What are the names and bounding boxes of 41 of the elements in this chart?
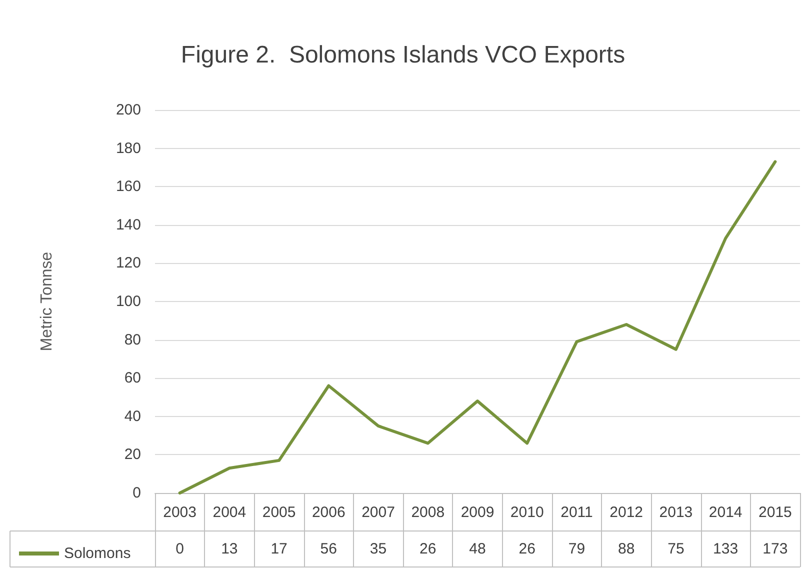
data-label: 35 [370,540,387,558]
x-tick-label: 2015 [758,504,792,521]
y-tick-label: 120 [116,254,141,272]
chart-title: Figure 2. Solomons Islands VCO Exports [180,42,626,68]
data-label: 17 [270,540,288,558]
x-tick-label: 2014 [708,504,742,521]
data-label: 26 [420,540,436,558]
y-tick-label: 160 [116,178,141,196]
y-tick-label: 20 [124,446,141,464]
data-label: 13 [221,540,238,558]
x-tick-label: 2004 [212,504,246,521]
y-tick-label: 140 [116,216,141,234]
data-label: 88 [618,540,635,558]
y-tick-label: 40 [124,408,141,425]
data-label: 173 [762,540,788,558]
y-tick-label: 60 [124,370,141,387]
legend-label: Solomons [64,545,131,562]
data-label: 48 [469,540,486,558]
x-tick-label: 2010 [510,504,544,521]
y-tick-label: 0 [132,484,141,502]
x-tick-label: 2006 [312,504,346,521]
x-tick-label: 2003 [163,504,196,521]
x-tick-label: 2007 [362,504,395,521]
x-tick-label: 2008 [411,504,445,521]
data-label: 133 [713,540,738,558]
x-tick-label: 2012 [610,504,644,521]
data-label: 0 [176,540,184,558]
y-tick-label: 200 [116,102,141,118]
data-label: 26 [518,540,536,558]
x-tick-label: 2011 [560,504,593,521]
data-label: 75 [668,540,684,558]
line-series [178,160,777,494]
x-tick-label: 2013 [659,504,693,521]
y-tick-label: 180 [116,140,141,157]
y-tick-label: 80 [124,331,141,348]
data-label: 56 [320,540,337,558]
y-axis-title: Metric Tonnse [38,252,56,352]
x-tick-label: 2005 [262,504,296,521]
data-label: 79 [568,540,586,558]
x-tick-label: 2009 [460,504,494,521]
y-tick-label: 100 [116,293,141,310]
